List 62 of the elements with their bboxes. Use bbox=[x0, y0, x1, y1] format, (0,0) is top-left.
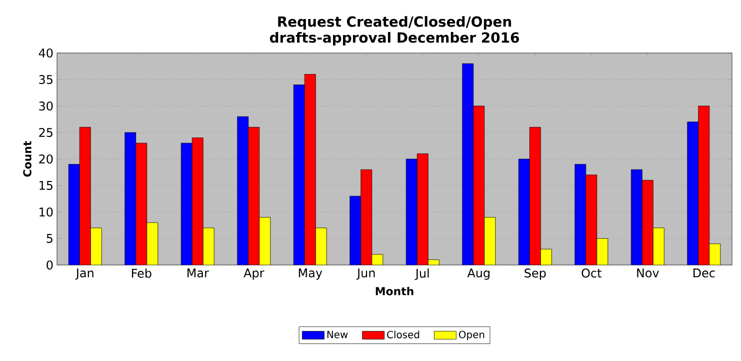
bar bbox=[146, 222, 158, 265]
bar bbox=[136, 142, 148, 265]
bar bbox=[484, 217, 496, 265]
bar bbox=[473, 106, 485, 265]
bar bbox=[360, 169, 372, 265]
bar bbox=[574, 164, 586, 265]
x-tick-label: Jun bbox=[356, 268, 375, 280]
x-tick-label: Sep bbox=[524, 268, 546, 280]
bar bbox=[529, 127, 541, 265]
y-tick-label: 10 bbox=[40, 207, 53, 217]
y-tick-label: 30 bbox=[39, 101, 53, 111]
y-tick-label: 15 bbox=[40, 181, 52, 190]
chart-title: Request Created/Closed/Open drafts-approval December 2016 bbox=[270, 16, 519, 46]
bar bbox=[652, 228, 664, 265]
bar bbox=[540, 248, 552, 265]
bar bbox=[248, 127, 260, 265]
bar bbox=[80, 127, 91, 265]
bar bbox=[416, 154, 428, 265]
x-tick-label: Jul bbox=[414, 268, 429, 280]
bar bbox=[406, 158, 418, 265]
x-tick-label: Mar bbox=[188, 268, 209, 278]
x-tick-label: May bbox=[298, 268, 322, 280]
y-tick-label: 35 bbox=[39, 74, 52, 84]
bar bbox=[180, 142, 192, 265]
y-tick-label: 0 bbox=[46, 260, 53, 270]
bar bbox=[202, 228, 214, 265]
bar bbox=[642, 180, 654, 265]
y-axis-title: Count bbox=[23, 141, 32, 177]
bar bbox=[462, 63, 474, 265]
bar bbox=[124, 132, 136, 265]
y-tick-label: 25 bbox=[39, 128, 52, 138]
bar bbox=[315, 228, 327, 265]
bar bbox=[687, 122, 699, 265]
bar bbox=[259, 217, 271, 265]
y-tick-label: 40 bbox=[38, 48, 53, 58]
bar bbox=[372, 254, 383, 265]
bar bbox=[293, 84, 305, 265]
y-tick-label: 20 bbox=[39, 154, 53, 164]
x-tick-label: Nov bbox=[637, 268, 659, 278]
bar bbox=[350, 196, 362, 265]
bar bbox=[596, 238, 608, 265]
legend-label: New bbox=[327, 330, 348, 338]
x-axis-title: Month bbox=[376, 286, 414, 296]
bar bbox=[304, 74, 316, 265]
legend-label: Closed bbox=[387, 330, 420, 338]
x-tick-label: Oct bbox=[582, 268, 602, 278]
bar bbox=[237, 116, 249, 265]
legend-label: Open bbox=[458, 330, 484, 340]
bar bbox=[630, 169, 642, 265]
x-tick-label: Dec bbox=[693, 268, 715, 278]
bar bbox=[709, 244, 721, 265]
x-tick-label: Feb bbox=[132, 268, 152, 278]
x-tick-label: Apr bbox=[244, 268, 264, 280]
y-tick-label: 5 bbox=[46, 234, 52, 243]
bar bbox=[586, 174, 598, 265]
bar bbox=[698, 106, 710, 265]
bar bbox=[68, 164, 80, 265]
x-tick-label: Jan bbox=[75, 268, 94, 280]
x-tick-label: Aug bbox=[467, 268, 490, 280]
bar bbox=[90, 228, 102, 265]
bar bbox=[192, 138, 204, 265]
bar bbox=[518, 158, 530, 265]
